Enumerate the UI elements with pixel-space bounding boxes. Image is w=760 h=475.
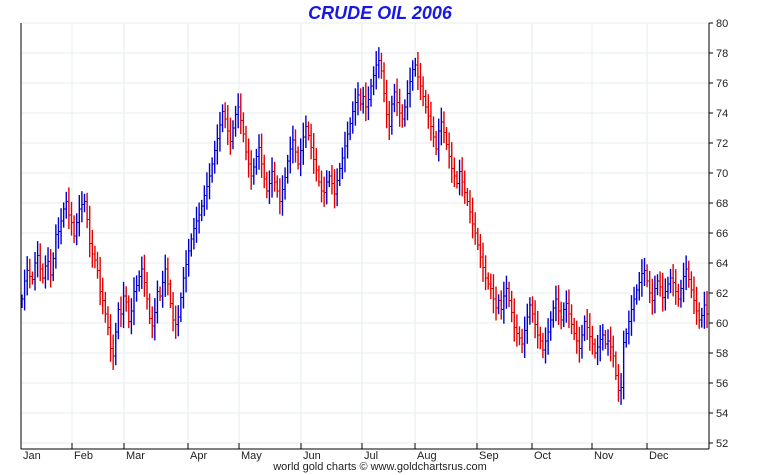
y-tick-label: 70 — [716, 168, 728, 180]
y-tick-label: 62 — [716, 288, 728, 300]
x-tick-label: Jul — [364, 450, 378, 462]
x-tick-label: Sep — [479, 450, 499, 462]
y-tick-label: 58 — [716, 348, 728, 360]
y-tick-label: 66 — [716, 228, 728, 240]
footer-credit: world gold charts © www.goldchartsrus.co… — [273, 461, 487, 473]
x-tick-label: Jun — [303, 450, 321, 462]
y-tick-label: 52 — [716, 438, 728, 450]
y-tick-label: 56 — [716, 378, 728, 390]
y-tick-label: 74 — [716, 108, 728, 120]
price-bars — [20, 47, 709, 405]
x-tick-label: Jan — [23, 450, 41, 462]
axes: 52 54 56 58 60 62 64 66 68 70 72 74 76 78 80 Jan Feb Mar A… — [20, 18, 728, 462]
x-tick-label: Oct — [534, 450, 551, 462]
y-tick-label: 72 — [716, 138, 728, 150]
grid — [21, 22, 709, 444]
chart-title: CRUDE OIL 2006 — [308, 3, 452, 23]
y-tick-label: 68 — [716, 198, 728, 210]
y-tick-label: 54 — [716, 408, 728, 420]
y-tick-label: 78 — [716, 48, 728, 60]
x-tick-label: Aug — [417, 450, 437, 462]
x-tick-label: Feb — [74, 450, 93, 462]
x-tick-label: Nov — [594, 450, 614, 462]
x-tick-label: Mar — [126, 450, 145, 462]
x-tick-label: Apr — [190, 450, 207, 462]
ohlc-bar — [705, 291, 709, 328]
y-tick-label: 64 — [716, 258, 728, 270]
x-tick-label: May — [241, 450, 262, 462]
y-tick-label: 76 — [716, 78, 728, 90]
x-tick-label: Dec — [649, 450, 669, 462]
y-tick-label: 60 — [716, 318, 728, 330]
y-tick-label: 80 — [716, 18, 728, 30]
